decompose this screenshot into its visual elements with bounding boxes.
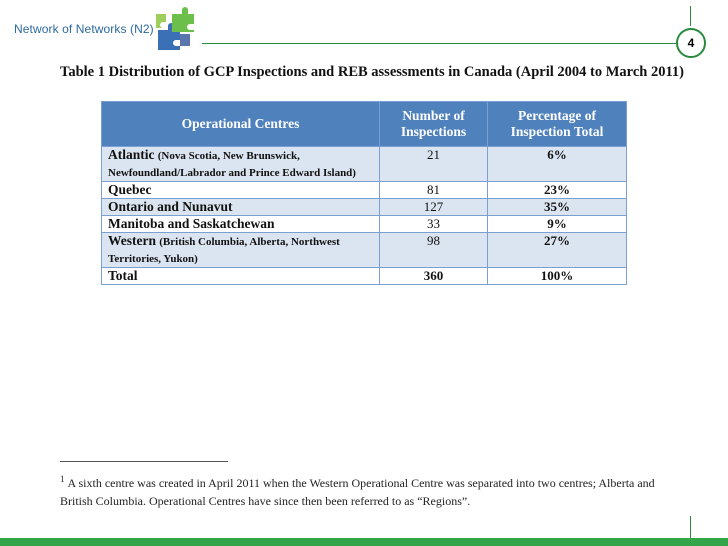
table-row-total: Total 360 100% <box>101 267 627 285</box>
region-name: Manitoba and Saskatchewan <box>108 216 275 231</box>
puzzle-logo-icon <box>156 7 194 50</box>
inspection-count: 21 <box>379 146 488 182</box>
inspection-percent: 27% <box>487 232 627 268</box>
total-count: 360 <box>379 267 488 285</box>
region-cell: Atlantic (Nova Scotia, New Brunswick, Ne… <box>101 146 380 182</box>
inspection-count: 127 <box>379 198 488 216</box>
region-cell: Manitoba and Saskatchewan <box>101 215 380 233</box>
table-row-quebec: Quebec 81 23% <box>101 181 627 199</box>
column-header-inspections: Number of Inspections <box>379 101 488 147</box>
table-caption: Table 1 Distribution of GCP Inspections … <box>60 64 684 80</box>
footer-bar <box>0 538 728 546</box>
footnote-marker: 1 <box>60 474 65 484</box>
table-row-ontario: Ontario and Nunavut 127 35% <box>101 198 627 216</box>
region-name: Atlantic <box>108 147 155 162</box>
bottom-vertical-rule <box>690 516 691 538</box>
region-cell: Quebec <box>101 181 380 199</box>
region-detail: (British Columbia, Alberta, Northwest Te… <box>108 236 340 265</box>
table-header-row: Operational Centres Number of Inspection… <box>101 101 627 147</box>
region-cell: Western (British Columbia, Alberta, Nort… <box>101 232 380 268</box>
table-row-atlantic: Atlantic (Nova Scotia, New Brunswick, Ne… <box>101 146 627 182</box>
inspection-percent: 9% <box>487 215 627 233</box>
inspection-percent: 23% <box>487 181 627 199</box>
top-vertical-rule <box>690 6 691 26</box>
table-row-manitoba: Manitoba and Saskatchewan 33 9% <box>101 215 627 233</box>
inspections-table: Operational Centres Number of Inspection… <box>101 101 627 285</box>
brand-name: Network of Networks (N2) <box>14 22 154 36</box>
region-detail: (Nova Scotia, New Brunswick, Newfoundlan… <box>108 150 356 179</box>
region-name: Western <box>108 233 156 248</box>
header-rule <box>202 43 678 44</box>
total-label: Total <box>108 268 138 283</box>
total-percent: 100% <box>487 267 627 285</box>
column-header-centres: Operational Centres <box>101 101 380 147</box>
region-cell: Ontario and Nunavut <box>101 198 380 216</box>
page-number-badge: 4 <box>676 28 706 58</box>
footnote-text: A sixth centre was created in April 2011… <box>60 476 655 508</box>
column-header-percentage: Percentage of Inspection Total <box>487 101 627 147</box>
footnote-rule <box>60 461 228 462</box>
inspection-count: 81 <box>379 181 488 199</box>
table-row-western: Western (British Columbia, Alberta, Nort… <box>101 232 627 268</box>
inspection-percent: 35% <box>487 198 627 216</box>
total-label-cell: Total <box>101 267 380 285</box>
inspection-count: 98 <box>379 232 488 268</box>
region-name: Quebec <box>108 182 152 197</box>
inspection-count: 33 <box>379 215 488 233</box>
inspection-percent: 6% <box>487 146 627 182</box>
region-name: Ontario and Nunavut <box>108 199 233 214</box>
